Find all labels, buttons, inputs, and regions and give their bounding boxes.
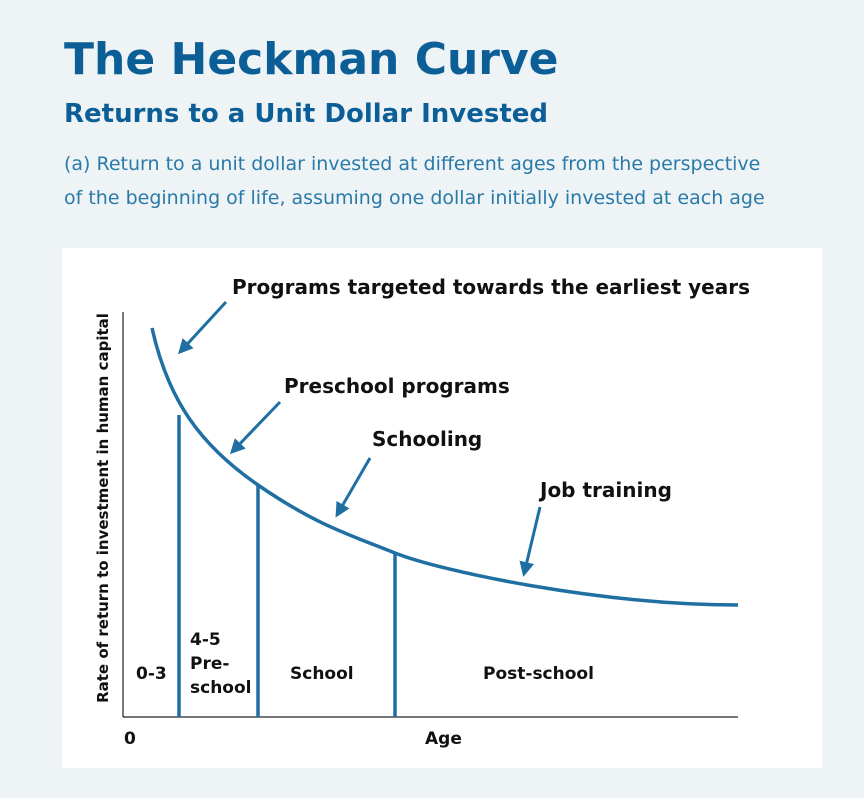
subtitle: Returns to a Unit Dollar Invested [64,99,548,129]
annotation: Programs targeted towards the earliest y… [232,275,750,299]
caption-line: (a) Return to a unit dollar invested at … [64,153,760,175]
y-axis-label: Rate of return to investment in human ca… [94,313,112,703]
annotation: Preschool programs [284,374,510,398]
arrow [229,400,282,455]
region-label: Pre- [190,654,229,674]
annotation: Schooling [372,427,482,451]
region-label: 0-3 [136,664,167,684]
caption-line: of the beginning of life, assuming one d… [64,187,765,209]
title: The Heckman Curve [64,34,559,85]
x-axis-label: Age [425,729,462,749]
region-label: 4-5 [190,630,221,650]
region-label: school [190,678,251,698]
arrow [335,457,372,518]
region-label: Post-school [483,664,594,684]
region-label: School [290,664,354,684]
arrow [519,506,542,577]
arrow [177,300,228,355]
curve [150,327,739,607]
annotation: Job training [538,478,672,502]
origin-label: 0 [124,729,136,749]
panel [62,248,822,768]
